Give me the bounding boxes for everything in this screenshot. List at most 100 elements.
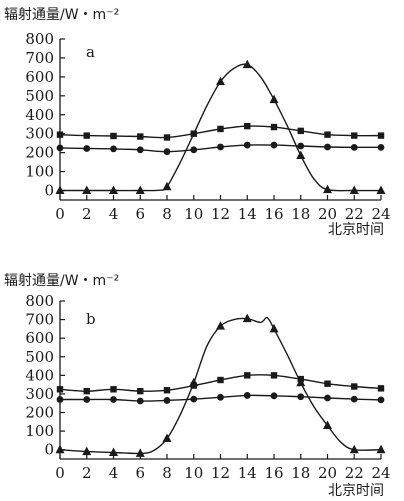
data-point-triangle xyxy=(82,185,92,195)
y-axis-label: 辐射通量/W・m⁻² xyxy=(4,7,119,23)
data-point-circle xyxy=(190,146,198,154)
y-tick-label: 300 xyxy=(25,125,54,143)
x-tick-label: 2 xyxy=(82,205,92,223)
data-point-triangle xyxy=(162,181,172,191)
x-tick-label: 14 xyxy=(238,205,257,223)
x-tick-label: 8 xyxy=(162,205,172,223)
data-point-circle xyxy=(83,145,91,152)
x-tick-label: 0 xyxy=(55,464,65,482)
data-point-circle xyxy=(297,393,305,401)
data-point-circle xyxy=(350,143,358,151)
data-point-circle xyxy=(190,395,198,403)
y-tick-label: 700 xyxy=(25,49,54,67)
series-line-triangle xyxy=(59,316,382,455)
x-tick-label: 10 xyxy=(184,205,203,223)
x-tick-label: 22 xyxy=(345,205,364,223)
chart-panel-a: 辐射通量/W・m⁻² a 北京时间 0100200300400500600700… xyxy=(4,7,391,238)
data-point-square xyxy=(83,132,90,139)
data-point-triangle xyxy=(82,446,92,456)
data-point-triangle xyxy=(242,313,252,323)
x-tick-label: 10 xyxy=(184,464,203,482)
x-tick-label: 12 xyxy=(211,464,230,482)
data-point-circle xyxy=(377,143,385,151)
data-point-circle xyxy=(350,395,358,403)
data-point-circle xyxy=(324,143,331,151)
x-tick-label: 14 xyxy=(238,464,257,482)
data-point-circle xyxy=(217,143,224,151)
y-tick-label: 0 xyxy=(44,182,54,200)
data-point-square xyxy=(351,132,358,139)
data-point-square xyxy=(377,385,385,392)
x-tick-label: 2 xyxy=(82,464,92,482)
data-point-square xyxy=(190,130,197,137)
x-tick-label: 4 xyxy=(109,464,119,482)
x-tick-label: 16 xyxy=(264,205,283,223)
data-point-triangle xyxy=(269,323,279,333)
y-axis-label: 辐射通量/W・m⁻² xyxy=(4,273,119,289)
y-tick-label: 200 xyxy=(25,144,54,162)
x-tick-label: 12 xyxy=(211,205,230,223)
data-point-circle xyxy=(56,396,64,403)
panel-label: a xyxy=(86,43,95,61)
data-point-square xyxy=(244,372,251,379)
data-point-square xyxy=(324,131,331,138)
data-point-square xyxy=(244,122,251,130)
data-point-square xyxy=(351,383,358,390)
data-point-circle xyxy=(136,146,144,154)
x-tick-label: 22 xyxy=(345,464,364,482)
x-axis-label: 北京时间 xyxy=(328,222,384,238)
panel-label: b xyxy=(86,310,96,328)
data-point-square xyxy=(297,375,304,383)
data-point-triangle xyxy=(269,94,279,104)
y-tick-label: 600 xyxy=(25,68,54,86)
data-point-square xyxy=(56,386,64,393)
data-point-triangle xyxy=(349,185,359,195)
data-point-square xyxy=(137,387,144,395)
y-tick-label: 0 xyxy=(44,441,54,459)
y-tick-label: 400 xyxy=(25,106,54,124)
data-point-triangle xyxy=(349,444,359,454)
data-point-triangle xyxy=(376,185,386,195)
data-point-triangle xyxy=(109,185,118,195)
y-tick-label: 500 xyxy=(25,87,54,105)
x-tick-label: 24 xyxy=(371,205,390,223)
data-point-square xyxy=(56,131,64,138)
data-point-circle xyxy=(110,396,117,403)
x-tick-label: 8 xyxy=(162,464,172,482)
data-point-circle xyxy=(163,148,171,156)
data-point-square xyxy=(270,123,278,131)
data-point-square xyxy=(377,132,385,139)
data-point-triangle xyxy=(242,59,252,69)
data-point-triangle xyxy=(162,433,172,443)
data-point-triangle xyxy=(323,420,332,430)
x-tick-label: 4 xyxy=(109,205,119,223)
data-point-triangle xyxy=(135,185,145,195)
data-point-square xyxy=(83,387,90,395)
data-point-circle xyxy=(56,144,64,152)
x-tick-label: 0 xyxy=(55,205,65,223)
x-tick-label: 20 xyxy=(318,205,337,223)
x-tick-label: 6 xyxy=(135,464,145,482)
data-point-circle xyxy=(110,145,117,153)
data-point-circle xyxy=(377,396,385,404)
chart-panel-b: 辐射通量/W・m⁻² b 北京时间 0100200300400500600700… xyxy=(4,273,391,499)
data-point-circle xyxy=(324,394,331,402)
y-tick-label: 400 xyxy=(25,366,54,384)
data-point-square xyxy=(163,387,171,394)
y-tick-label: 800 xyxy=(25,30,54,48)
data-point-square xyxy=(190,382,197,389)
y-tick-label: 600 xyxy=(25,329,54,347)
x-tick-label: 6 xyxy=(135,205,145,223)
data-point-circle xyxy=(243,392,251,399)
y-tick-label: 100 xyxy=(25,163,54,181)
data-point-circle xyxy=(163,397,171,404)
data-point-triangle xyxy=(135,448,145,457)
data-point-circle xyxy=(83,396,91,403)
data-point-square xyxy=(324,380,331,387)
data-point-triangle xyxy=(296,150,306,159)
data-point-triangle xyxy=(216,321,225,330)
x-tick-label: 16 xyxy=(264,464,283,482)
data-point-triangle xyxy=(55,444,65,454)
x-tick-label: 18 xyxy=(291,205,310,223)
